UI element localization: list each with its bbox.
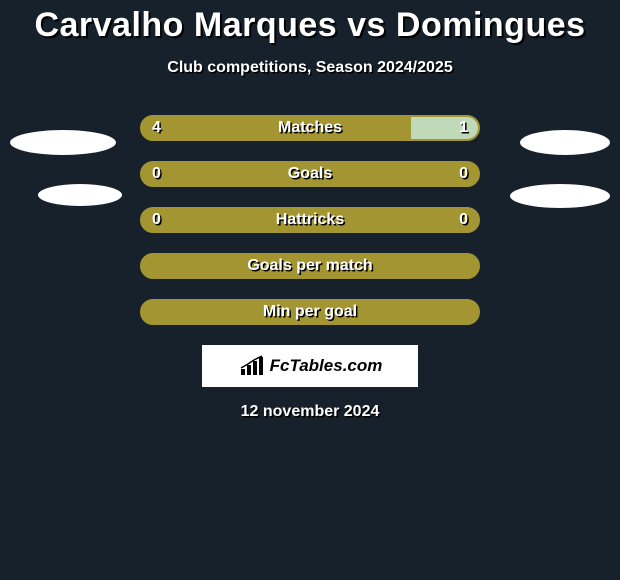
player-a-avatar xyxy=(10,130,116,155)
stat-fill-left xyxy=(142,301,478,323)
stat-fill-left xyxy=(142,209,478,231)
stat-row: Min per goal xyxy=(140,299,480,325)
stat-value-right: 1 xyxy=(459,119,468,137)
stat-value-right: 0 xyxy=(459,211,468,229)
stat-row: Goals per match xyxy=(140,253,480,279)
stat-fill-left xyxy=(142,163,478,185)
player-b-badge xyxy=(510,184,610,208)
source-badge-text: FcTables.com xyxy=(270,356,383,376)
stat-fill-left xyxy=(142,255,478,277)
stat-value-left: 0 xyxy=(152,211,161,229)
stat-value-right: 0 xyxy=(459,165,468,183)
stat-value-left: 0 xyxy=(152,165,161,183)
source-badge[interactable]: FcTables.com xyxy=(202,345,418,387)
player-a-badge xyxy=(38,184,122,206)
stat-row: 41Matches xyxy=(140,115,480,141)
page-title: Carvalho Marques vs Domingues xyxy=(0,6,620,45)
stat-row: 00Goals xyxy=(140,161,480,187)
page-subtitle: Club competitions, Season 2024/2025 xyxy=(0,59,620,77)
chart-icon xyxy=(238,355,266,377)
stat-fill-left xyxy=(142,117,411,139)
player-b-avatar xyxy=(520,130,610,155)
stat-value-left: 4 xyxy=(152,119,161,137)
update-date: 12 november 2024 xyxy=(0,403,620,421)
stat-row: 00Hattricks xyxy=(140,207,480,233)
